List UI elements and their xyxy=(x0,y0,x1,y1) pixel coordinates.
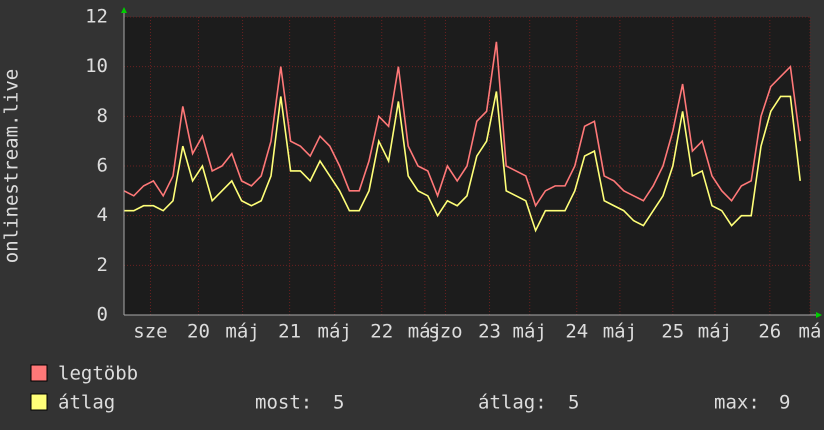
stat-value: 9 xyxy=(779,392,790,414)
legend-swatch xyxy=(30,393,48,411)
x-tick-label: 22 xyxy=(370,321,393,343)
y-axis-label: onlinestream.live xyxy=(1,69,23,263)
legend-swatch xyxy=(30,364,48,382)
x-tick-label: 26 xyxy=(758,321,781,343)
x-tick-label: 20 xyxy=(187,321,210,343)
stat-label: max: xyxy=(714,392,760,414)
stat-label: átlag: xyxy=(478,392,547,414)
x-tick-label: 21 xyxy=(278,321,301,343)
x-tick-label: máj xyxy=(513,321,547,343)
x-tick-label: sze xyxy=(133,321,167,343)
x-tick-label: szo xyxy=(428,321,462,343)
y-tick-label: 12 xyxy=(85,6,108,28)
x-tick-label: 25 xyxy=(661,321,684,343)
x-tick-label: máj xyxy=(603,321,637,343)
legend-label: átlag xyxy=(58,392,115,414)
stat-value: 5 xyxy=(333,392,344,414)
axis-arrow xyxy=(816,312,822,318)
series-line xyxy=(124,91,801,233)
y-tick-label: 0 xyxy=(97,304,108,326)
x-tick-label: máj xyxy=(408,321,442,343)
y-tick-label: 4 xyxy=(97,204,108,226)
x-tick-label: máj xyxy=(318,321,352,343)
series-line xyxy=(123,41,801,208)
x-tick-label: 23 xyxy=(478,321,501,343)
y-tick-label: 8 xyxy=(97,105,108,127)
x-tick-label: máj xyxy=(698,321,732,343)
stat-value: 5 xyxy=(568,392,579,414)
x-tick-label: 24 xyxy=(565,321,588,343)
y-tick-label: 6 xyxy=(97,155,108,177)
y-tick-label: 2 xyxy=(97,254,108,276)
axis-arrow xyxy=(121,7,127,13)
x-tick-label: máj xyxy=(225,321,259,343)
stat-label: most: xyxy=(255,392,312,414)
x-tick-label: má xyxy=(799,321,822,343)
y-tick-label: 10 xyxy=(85,55,108,77)
legend-label: legtöbb xyxy=(58,363,138,385)
